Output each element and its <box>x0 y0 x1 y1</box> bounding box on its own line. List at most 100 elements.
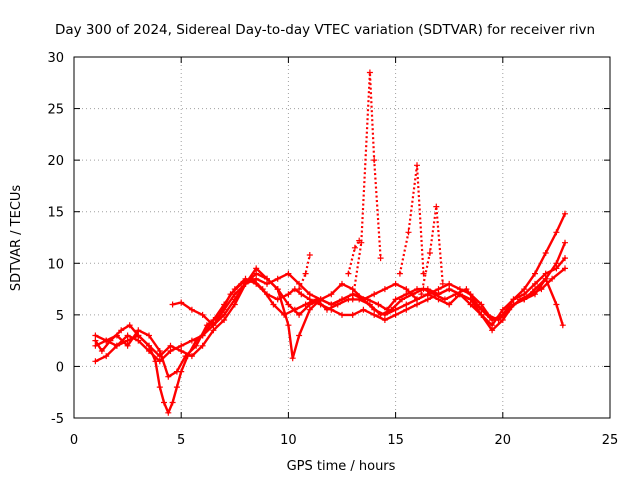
data-point <box>156 384 163 391</box>
y-tick-label: -5 <box>51 412 64 427</box>
data-point <box>371 291 378 298</box>
data-point <box>356 293 363 300</box>
data-point <box>135 337 142 344</box>
data-point <box>538 286 545 293</box>
data-point <box>403 301 410 308</box>
data-point <box>167 342 174 349</box>
data-point <box>281 311 288 318</box>
data-point <box>435 291 442 298</box>
data-point <box>135 327 142 334</box>
data-point <box>296 332 303 339</box>
data-point <box>553 260 560 267</box>
data-point <box>521 296 528 303</box>
data-point <box>392 311 399 318</box>
data-point <box>549 275 556 282</box>
data-point <box>559 322 566 329</box>
data-point <box>124 342 131 349</box>
data-point <box>296 311 303 318</box>
data-point <box>562 210 568 217</box>
y-tick-label: 5 <box>56 309 64 324</box>
data-point <box>113 332 120 339</box>
y-tick-label: 30 <box>47 51 64 66</box>
data-point <box>227 291 234 298</box>
data-point <box>510 296 517 303</box>
data-point <box>146 348 152 354</box>
y-tick-label: 20 <box>47 154 64 169</box>
data-point <box>446 301 453 308</box>
data-point <box>113 342 120 349</box>
data-point <box>478 311 485 318</box>
data-point <box>146 332 152 339</box>
data-point <box>328 301 335 308</box>
data-point <box>510 301 517 308</box>
x-tick-label: 10 <box>280 433 297 448</box>
data-point <box>165 373 172 380</box>
data-point <box>463 286 470 293</box>
spike-point <box>371 157 378 164</box>
spike-point <box>345 270 352 277</box>
data-point <box>92 342 99 349</box>
data-point <box>274 286 281 293</box>
data-point <box>264 280 270 287</box>
data-point <box>371 311 378 318</box>
data-point <box>146 342 152 349</box>
data-point <box>375 301 382 308</box>
data-point <box>542 270 549 277</box>
data-point <box>231 301 238 308</box>
data-point <box>392 296 399 303</box>
y-tick-label: 25 <box>47 103 64 118</box>
data-point <box>328 291 335 298</box>
spike-point <box>414 162 420 169</box>
data-point <box>253 275 260 282</box>
data-point <box>124 332 131 339</box>
series-track-2 <box>94 212 567 363</box>
data-point <box>289 355 296 362</box>
data-point <box>403 286 410 293</box>
data-point <box>456 291 463 298</box>
data-point <box>349 311 356 318</box>
y-tick-label: 15 <box>47 206 64 221</box>
data-point <box>285 301 292 308</box>
data-point <box>156 348 163 354</box>
x-tick-label: 0 <box>70 433 78 448</box>
data-point <box>414 296 420 303</box>
data-point <box>188 353 195 360</box>
data-point <box>253 270 260 277</box>
data-point <box>532 280 538 287</box>
data-point <box>231 296 238 303</box>
spike-point <box>433 203 440 210</box>
data-point <box>478 306 485 313</box>
data-point <box>532 270 538 277</box>
spike-point <box>302 270 309 277</box>
data-point <box>521 286 528 293</box>
data-point <box>173 368 180 375</box>
spike-point <box>349 296 356 303</box>
plot-frame <box>73 56 611 419</box>
x-ticks: 0 5 10 15 20 25 <box>70 57 618 448</box>
data-point <box>381 286 388 293</box>
data-point <box>298 291 305 298</box>
data-point <box>98 348 105 354</box>
data-point <box>403 306 410 313</box>
spike-point <box>396 270 403 277</box>
spike-point <box>377 255 384 262</box>
spike-point <box>351 244 358 251</box>
data-point <box>317 296 324 303</box>
data-point <box>253 265 260 272</box>
data-point <box>499 306 506 313</box>
data-point <box>221 317 228 323</box>
data-point <box>291 306 298 313</box>
spike-layer <box>296 69 446 303</box>
data-point <box>203 322 210 329</box>
data-point <box>414 286 420 293</box>
spike-point <box>306 252 313 258</box>
data-point <box>167 348 174 354</box>
data-point <box>562 265 568 272</box>
y-ticks: -5 0 5 10 15 20 25 30 <box>47 51 610 427</box>
data-point <box>360 306 367 313</box>
data-point <box>489 322 496 329</box>
data-point <box>384 306 390 313</box>
spike-point <box>405 229 412 236</box>
data-point <box>562 239 568 246</box>
spike-point <box>356 237 363 244</box>
